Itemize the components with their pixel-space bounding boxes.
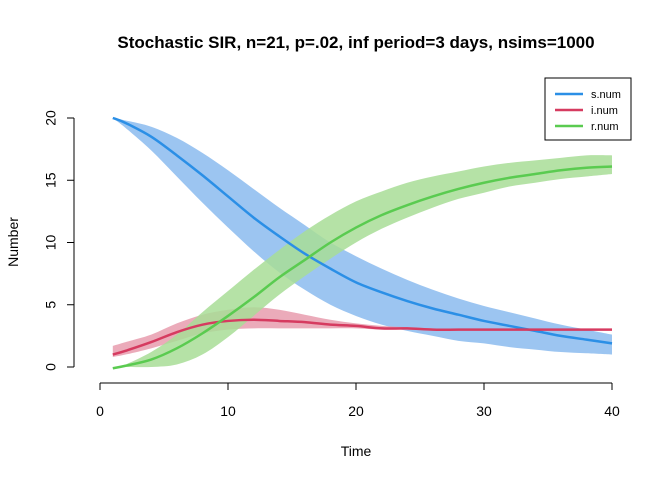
x-tick-label-40: 40	[604, 403, 620, 419]
y-tick-label-10: 10	[43, 235, 59, 251]
x-axis-label: Time	[341, 443, 372, 459]
legend-box	[544, 77, 632, 141]
x-axis-ticks: 0 10 20 30 40	[96, 383, 620, 419]
band-r-num	[112, 155, 613, 369]
series-lines	[112, 116, 613, 370]
legend-label-r-num: r.num	[591, 121, 619, 133]
x-tick-label-0: 0	[96, 403, 104, 419]
x-tick-label-20: 20	[348, 403, 364, 419]
y-tick-label-5: 5	[43, 301, 59, 309]
y-axis-ticks: 0 5 10 15 20	[43, 110, 74, 371]
y-tick-label-20: 20	[43, 110, 59, 126]
line-i-num	[112, 318, 612, 356]
line-r-num	[112, 165, 613, 370]
x-tick-label-10: 10	[220, 403, 236, 419]
chart-title: Stochastic SIR, n=21, p=.02, inf period=…	[117, 33, 594, 52]
legend-label-i-num: i.num	[591, 105, 618, 117]
x-tick-label-30: 30	[476, 403, 492, 419]
legend: s.num i.num r.num	[544, 77, 632, 141]
y-tick-label-0: 0	[43, 363, 59, 371]
y-axis-label: Number	[5, 217, 21, 267]
y-tick-label-15: 15	[43, 172, 59, 188]
legend-label-s-num: s.num	[591, 89, 621, 101]
